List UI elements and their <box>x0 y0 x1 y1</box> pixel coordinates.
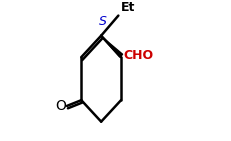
Text: Et: Et <box>121 1 135 14</box>
Text: S: S <box>99 15 106 28</box>
Text: O: O <box>55 99 66 113</box>
Polygon shape <box>101 36 123 57</box>
Text: CHO: CHO <box>123 49 154 62</box>
